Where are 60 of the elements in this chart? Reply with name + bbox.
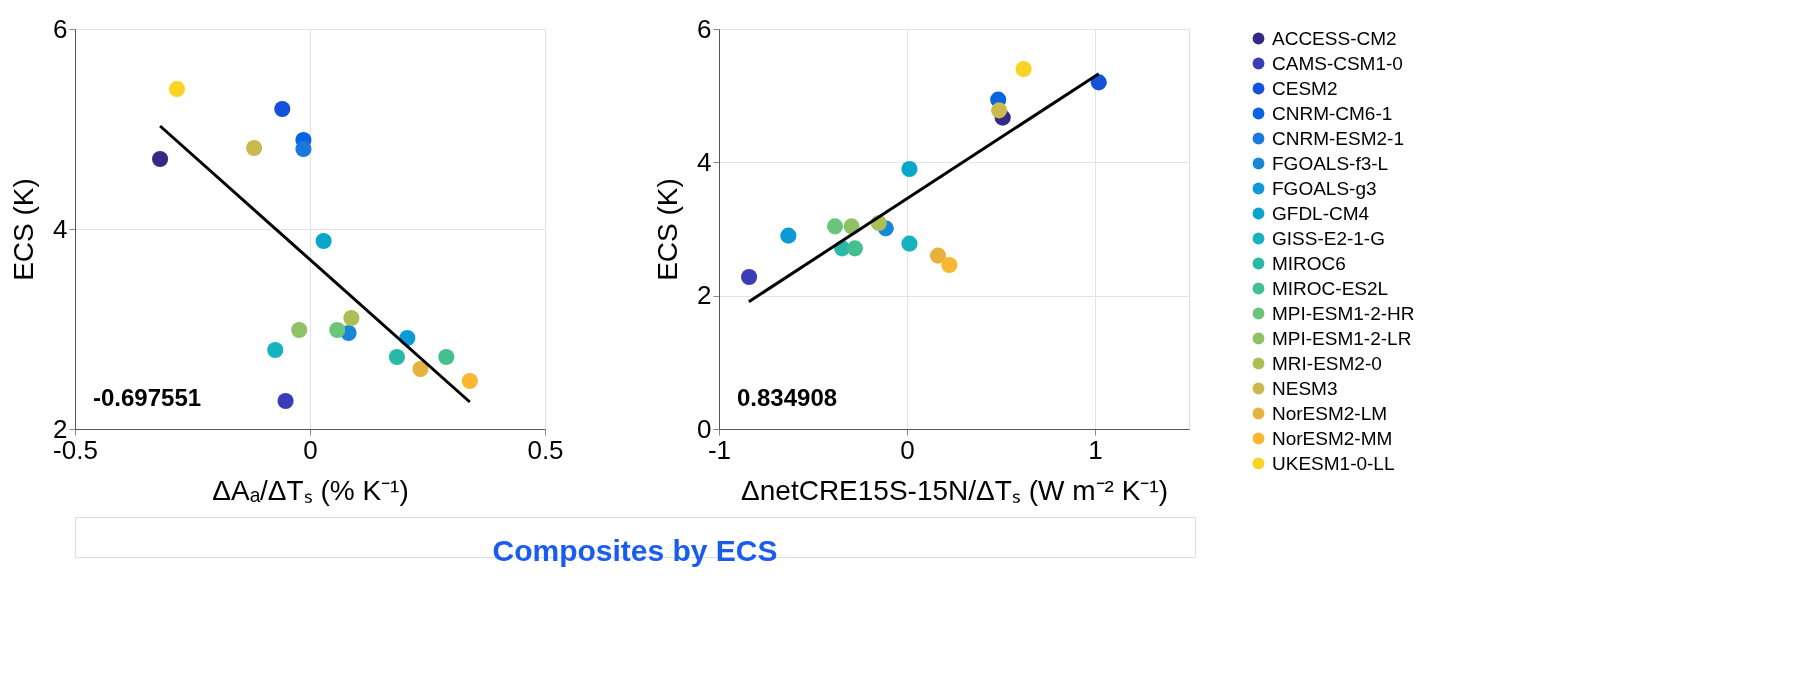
- legend-label: NESM3: [1272, 377, 1338, 399]
- legend-label: CESM2: [1272, 77, 1338, 99]
- legend-label: GISS-E2-1-G: [1272, 227, 1385, 249]
- legend-label: FGOALS-g3: [1272, 177, 1377, 199]
- point: [741, 268, 758, 286]
- point: [412, 360, 429, 378]
- legend-label: MIROC-ES2L: [1272, 277, 1389, 299]
- x-axis-title: ΔnetCRE15S-15N/ΔTₛ (W m⁻² K⁻¹): [741, 474, 1168, 506]
- legend-label: CAMS-CSM1-0: [1272, 52, 1403, 74]
- y-axis-title: ECS (K): [652, 178, 684, 281]
- legend-label: ACCESS-CM2: [1272, 27, 1397, 49]
- point: [1015, 60, 1032, 78]
- legend-label: GFDL-CM4: [1272, 202, 1370, 224]
- y-tick-label: 0: [697, 413, 712, 444]
- point: [901, 235, 918, 252]
- legend-label: NorESM2-MM: [1272, 427, 1393, 449]
- point: [168, 80, 186, 98]
- point: [780, 227, 797, 244]
- legend-label: CNRM-CM6-1: [1272, 102, 1393, 124]
- y-tick-label: 2: [697, 280, 712, 311]
- y-tick-label: 6: [697, 13, 712, 44]
- text: Composites by ECS: [492, 534, 778, 567]
- point: [267, 341, 284, 359]
- point: [291, 321, 308, 339]
- point: [343, 309, 360, 327]
- point: [826, 218, 844, 235]
- x-tick-label: 0: [900, 434, 915, 465]
- point: [315, 232, 332, 250]
- point: [152, 150, 169, 168]
- legend-label: MPI-ESM1-2-HR: [1272, 302, 1415, 324]
- y-axis-title: ECS (K): [8, 178, 40, 281]
- point: [388, 348, 406, 366]
- point: [295, 140, 312, 158]
- legend-label: UKESM1-0-LL: [1272, 452, 1395, 474]
- x-axis-title: ΔAₐ/ΔTₛ (% K⁻¹): [212, 474, 409, 506]
- point: [438, 348, 455, 366]
- x-tick-label: 0.5: [527, 434, 564, 465]
- point: [329, 321, 346, 339]
- point: [461, 372, 478, 390]
- x-tick-label: 1: [1088, 434, 1103, 465]
- legend-label: MRI-ESM2-0: [1272, 352, 1382, 374]
- point: [274, 100, 291, 118]
- point: [846, 240, 863, 257]
- legend-label: MPI-ESM1-2-LR: [1272, 327, 1412, 349]
- legend-label: FGOALS-f3-L: [1272, 152, 1389, 174]
- x-tick-label: 0: [303, 434, 318, 465]
- point: [991, 102, 1008, 119]
- point: [277, 392, 294, 410]
- y-tick-label: 4: [697, 146, 712, 177]
- point: [901, 160, 918, 178]
- annotation: -0.697551: [93, 384, 202, 411]
- legend-label: CNRM-ESM2-1: [1272, 127, 1404, 149]
- point: [246, 139, 263, 157]
- point: [929, 247, 947, 264]
- y-tick-label: 6: [53, 13, 68, 44]
- legend-label: MIROC6: [1272, 252, 1346, 274]
- y-tick-label: 4: [53, 213, 68, 244]
- legend-label: NorESM2-LM: [1272, 402, 1388, 424]
- point: [941, 256, 958, 274]
- annotation: 0.834908: [737, 384, 838, 411]
